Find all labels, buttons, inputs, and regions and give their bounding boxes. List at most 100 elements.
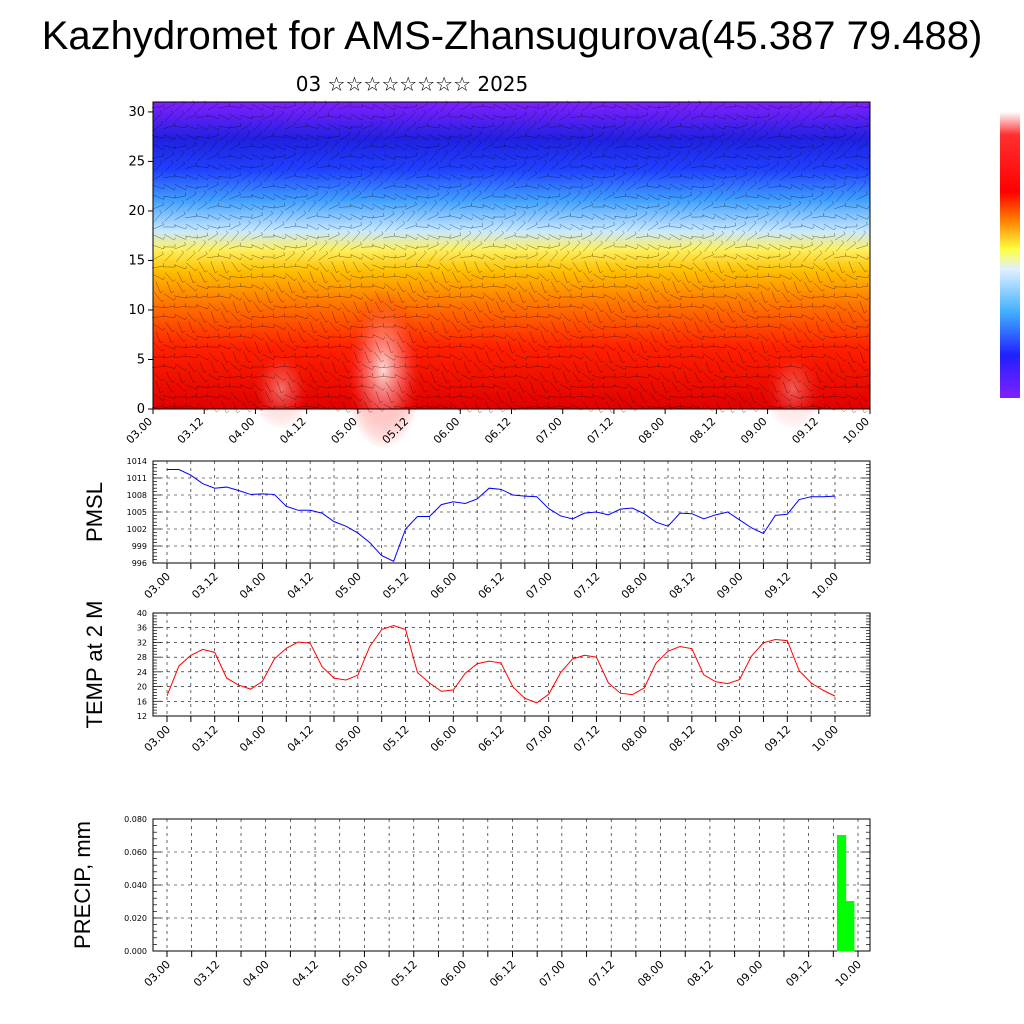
x-tick-label: 05.12 xyxy=(380,570,411,601)
x-tick-label: 04.00 xyxy=(240,958,271,989)
temp-panel: 12 16 20 24 28 32 36 40 TEMP at 2 M 03.00 03.12 04.… xyxy=(82,601,871,754)
x-tick-label: 05.12 xyxy=(388,958,419,989)
page-title: Kazhydromet for AMS-Zhansugurova(45.387 … xyxy=(41,14,983,58)
x-tick-label: 03.12 xyxy=(189,723,220,754)
precip-bar xyxy=(849,901,855,952)
x-tick-label: 07.00 xyxy=(537,958,568,989)
y-tick-label: 15 xyxy=(128,253,145,268)
y-tick-label: 20 xyxy=(137,683,147,692)
x-tick-label: 08.12 xyxy=(667,723,698,754)
precip-bar xyxy=(841,835,847,952)
x-tick-label: 07.00 xyxy=(523,570,554,601)
x-tick-label: 04.12 xyxy=(285,570,316,601)
x-tick-label: 07.12 xyxy=(571,570,602,601)
y-tick-label: 1014 xyxy=(127,457,147,466)
x-tick-label: 08.00 xyxy=(619,570,650,601)
x-tick-label: 04.00 xyxy=(226,415,257,446)
x-tick-label: 04.00 xyxy=(237,570,268,601)
y-tick-label: 0.020 xyxy=(124,914,147,923)
y-tick-label: 10 xyxy=(128,303,145,318)
x-tick-label: 05.00 xyxy=(339,958,370,989)
x-tick-label: 07.12 xyxy=(571,723,602,754)
y-tick-label: 20 xyxy=(128,204,145,219)
x-tick-label: 03.00 xyxy=(142,723,173,754)
y-tick-label: 25 xyxy=(128,154,145,169)
x-tick-label: 03.12 xyxy=(189,570,220,601)
x-tick-label: 09.12 xyxy=(762,570,793,601)
x-tick-label: 08.12 xyxy=(687,415,718,446)
x-tick-label: 07.12 xyxy=(585,415,616,446)
page-subtitle: 03 ☆☆☆☆☆☆☆☆ 2025 xyxy=(295,72,529,96)
y-tick-label: 5 xyxy=(137,352,145,367)
x-tick-label: 09.12 xyxy=(762,723,793,754)
precip-panel: 0.000 0.020 0.040 0.060 0.080 PRECIP, mm 03.00… xyxy=(70,815,871,989)
plot-frame xyxy=(152,612,871,717)
x-tick-label: 08.12 xyxy=(667,570,698,601)
grid-lines xyxy=(153,612,870,717)
x-tick-label: 03.00 xyxy=(142,958,173,989)
series-line xyxy=(166,624,836,704)
x-tick-label: 06.12 xyxy=(476,570,507,601)
colorbar-legend xyxy=(1000,112,1020,398)
x-tick-label: 06.00 xyxy=(428,723,459,754)
y-tick-label: 996 xyxy=(132,559,147,568)
x-tick-label: 10.00 xyxy=(810,570,841,601)
y-tick-label: 1011 xyxy=(127,474,147,483)
precip-bar xyxy=(836,835,843,952)
y-tick-label: 0.080 xyxy=(124,815,147,824)
x-tick-label: 09.00 xyxy=(714,570,745,601)
x-tick-label: 06.12 xyxy=(482,415,513,446)
x-tick-label: 09.00 xyxy=(734,958,765,989)
y-tick-label: 28 xyxy=(137,653,147,662)
y-tick-label: 1005 xyxy=(127,508,147,517)
y-tick-label: 1008 xyxy=(127,491,147,500)
y-tick-label: 32 xyxy=(137,638,147,647)
x-tick-label: 05.00 xyxy=(333,723,364,754)
y-tick-label: 40 xyxy=(137,609,147,618)
pmsl-panel: 996 999 1002 1005 1008 1011 1014 PMSL 03.00 03.12… xyxy=(82,457,871,601)
x-tick-label: 03.12 xyxy=(191,958,222,989)
x-tick-label: 10.00 xyxy=(833,958,864,989)
x-tick-label: 06.00 xyxy=(438,958,469,989)
x-tick-label: 03.00 xyxy=(124,415,155,446)
x-tick-label: 08.12 xyxy=(685,958,716,989)
x-tick-label: 05.00 xyxy=(333,570,364,601)
y-tick-label: 999 xyxy=(132,542,147,551)
y-axis-label: PMSL xyxy=(82,482,107,542)
y-axis-label: TEMP at 2 M xyxy=(82,601,107,729)
heatmap-hotspot xyxy=(763,349,824,430)
wind-barbs xyxy=(151,100,869,413)
x-tick-label: 03.00 xyxy=(142,570,173,601)
x-tick-label: 07.12 xyxy=(586,958,617,989)
x-tick-label: 04.12 xyxy=(290,958,321,989)
y-tick-label: 16 xyxy=(137,697,147,706)
y-tick-label: 30 xyxy=(128,105,145,120)
heatmap-hotspot xyxy=(251,349,312,430)
x-tick-label: 09.12 xyxy=(783,958,814,989)
series-line xyxy=(167,469,836,562)
y-tick-label: 24 xyxy=(137,668,147,677)
x-tick-label: 05.00 xyxy=(329,415,360,446)
x-tick-label: 10.00 xyxy=(841,415,872,446)
x-tick-label: 07.00 xyxy=(533,415,564,446)
y-tick-label: 1002 xyxy=(127,525,147,534)
x-tick-label: 09.00 xyxy=(738,415,769,446)
x-tick-label: 08.00 xyxy=(636,415,667,446)
x-tick-label: 06.00 xyxy=(431,415,462,446)
x-tick-label: 09.00 xyxy=(714,723,745,754)
x-tick-label: 08.00 xyxy=(619,723,650,754)
x-tick-label: 05.12 xyxy=(380,723,411,754)
y-axis-label: PRECIP, mm xyxy=(70,821,95,949)
x-tick-label: 10.00 xyxy=(810,723,841,754)
x-tick-label: 07.00 xyxy=(523,723,554,754)
x-tick-label: 04.12 xyxy=(285,723,316,754)
grid-lines xyxy=(153,818,870,952)
x-tick-label: 03.12 xyxy=(175,415,206,446)
y-tick-label: 12 xyxy=(137,712,147,721)
precip-bar xyxy=(845,901,851,952)
y-tick-label: 0.060 xyxy=(124,848,147,857)
y-tick-label: 0 xyxy=(137,402,145,417)
y-tick-label: 0.040 xyxy=(124,881,147,890)
